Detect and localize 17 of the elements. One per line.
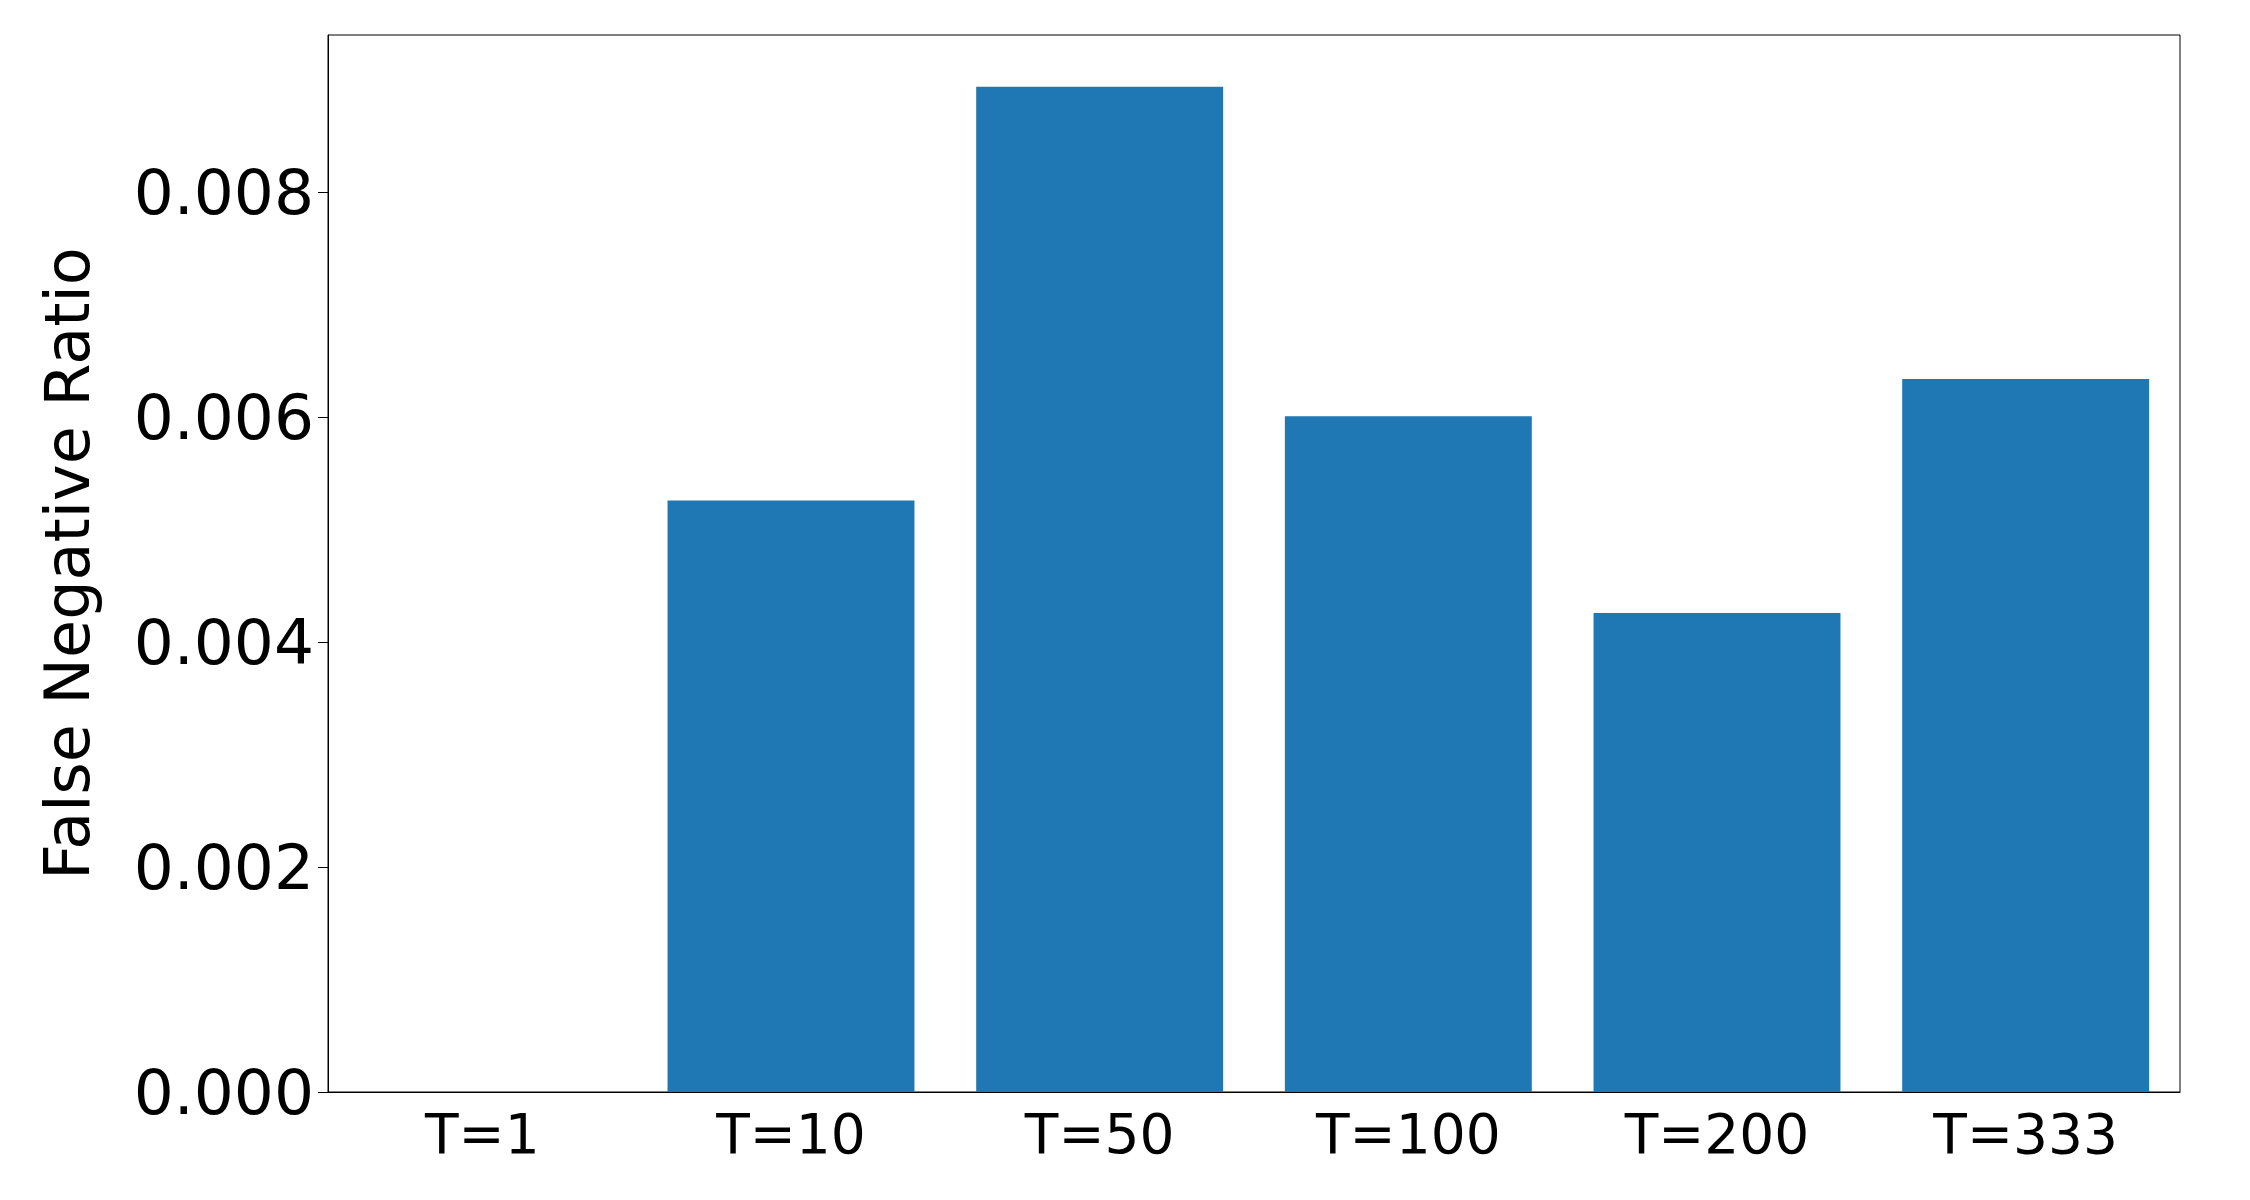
x-tick-label: T=333 [1932, 1101, 2118, 1166]
bar [1902, 379, 2150, 1092]
y-tick-label: 0.002 [133, 830, 314, 904]
x-tick-label: T=100 [1315, 1101, 1501, 1166]
x-tick-label: T=10 [715, 1101, 866, 1166]
x-tick-label: T=1 [423, 1101, 540, 1166]
bar [1593, 612, 1841, 1092]
x-tick-label: T=50 [1023, 1101, 1175, 1166]
y-axis-title: False Negative Ratio [30, 247, 104, 880]
y-tick-label: 0.006 [133, 380, 314, 454]
x-tick-label: T=200 [1623, 1101, 1810, 1166]
y-tick-label: 0.004 [133, 605, 314, 679]
y-tick-label: 0.008 [133, 155, 314, 229]
y-tick-label: 0.000 [133, 1055, 314, 1129]
bar [667, 500, 915, 1092]
bar [1284, 416, 1532, 1092]
bar [976, 86, 1224, 1092]
